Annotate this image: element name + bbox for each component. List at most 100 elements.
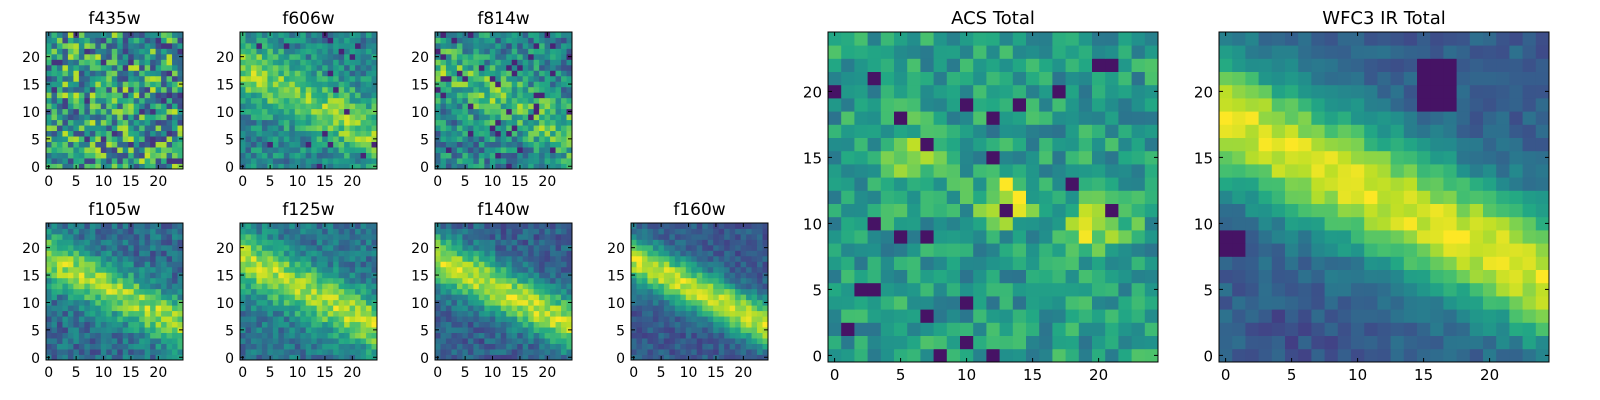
heatmap-cell xyxy=(561,163,567,170)
heatmap-cell xyxy=(46,266,52,273)
heatmap-cell xyxy=(462,239,469,246)
heatmap-cell xyxy=(355,299,361,306)
heatmap-cell xyxy=(528,119,535,126)
heatmap-cell xyxy=(117,136,124,142)
heatmap-cell xyxy=(473,266,480,273)
heatmap-cell xyxy=(150,152,156,159)
heatmap-cell xyxy=(658,349,665,355)
heatmap-cell xyxy=(283,130,290,137)
heatmap-cell xyxy=(128,321,135,328)
heatmap-cell xyxy=(544,349,551,355)
heatmap-cell xyxy=(691,272,698,279)
heatmap-cell xyxy=(473,59,480,66)
heatmap-cell xyxy=(117,283,124,290)
heatmap-cell xyxy=(550,349,556,355)
heatmap-cell xyxy=(757,327,763,333)
heatmap-cell xyxy=(647,261,654,268)
heatmap-cell xyxy=(177,228,184,235)
heatmap-cell xyxy=(907,203,921,218)
heatmap-cell xyxy=(305,152,312,159)
heatmap-cell xyxy=(894,230,908,244)
heatmap-cell xyxy=(166,310,173,317)
heatmap-cell xyxy=(111,294,118,301)
y-tick-label: 5 xyxy=(420,323,429,339)
y-tick-label: 20 xyxy=(607,241,625,257)
heatmap-cell xyxy=(117,147,124,153)
heatmap-cell xyxy=(240,277,246,284)
heatmap-cell xyxy=(841,296,855,310)
heatmap-cell xyxy=(658,294,665,301)
heatmap-cell xyxy=(166,48,173,55)
heatmap-cell xyxy=(78,239,85,246)
heatmap-cell xyxy=(267,233,274,240)
heatmap-cell xyxy=(555,354,562,361)
heatmap-cell xyxy=(511,125,518,132)
heatmap-cell xyxy=(62,119,69,126)
heatmap-cell xyxy=(1092,216,1106,231)
heatmap-cell xyxy=(762,233,769,240)
heatmap-cell xyxy=(1078,243,1093,257)
axes-frame xyxy=(239,222,378,361)
heatmap-cell xyxy=(506,349,513,355)
heatmap-cell xyxy=(349,244,356,251)
heatmap-cell xyxy=(117,332,124,339)
heatmap-cell xyxy=(451,283,458,290)
heatmap-cell xyxy=(117,354,124,361)
heatmap-cell xyxy=(669,239,676,246)
heatmap-cell xyxy=(133,32,140,38)
heatmap-cell xyxy=(333,349,340,355)
heatmap-cell xyxy=(338,32,345,38)
heatmap-cell xyxy=(566,152,573,159)
heatmap-cell xyxy=(555,125,562,132)
heatmap-cell xyxy=(250,223,257,229)
heatmap-cell xyxy=(517,244,524,251)
heatmap-cell xyxy=(366,37,372,44)
heatmap-cell xyxy=(669,250,676,257)
heatmap-cell xyxy=(360,310,367,317)
heatmap-cell xyxy=(669,288,676,295)
heatmap-cell xyxy=(267,70,274,77)
heatmap-cell xyxy=(172,42,178,49)
heatmap-cell xyxy=(89,354,96,361)
heatmap-cell xyxy=(467,343,474,350)
heatmap-cell xyxy=(467,349,474,355)
heatmap-cell xyxy=(555,223,562,229)
heatmap-cell xyxy=(647,244,654,251)
heatmap-cell xyxy=(51,338,58,344)
heatmap-cell xyxy=(539,261,545,268)
heatmap-cell xyxy=(757,223,763,229)
heatmap-cell xyxy=(155,233,162,240)
heatmap-cell xyxy=(172,152,178,159)
heatmap-cell xyxy=(511,163,518,170)
heatmap-cell xyxy=(713,255,720,262)
heatmap-cell xyxy=(528,261,535,268)
heatmap-cell xyxy=(261,75,268,82)
heatmap-cell xyxy=(250,283,257,290)
heatmap-cell xyxy=(144,228,151,235)
heatmap-cell xyxy=(631,277,637,284)
heatmap-cell xyxy=(267,255,274,262)
heatmap-cell xyxy=(550,255,556,262)
heatmap-cell xyxy=(561,294,567,301)
heatmap-cell xyxy=(528,223,535,229)
heatmap-cell xyxy=(566,250,573,257)
heatmap-cell xyxy=(67,64,74,71)
heatmap-cell xyxy=(294,136,301,142)
heatmap-cell xyxy=(177,349,184,355)
heatmap-cell xyxy=(106,147,113,153)
heatmap-cell xyxy=(139,343,146,350)
heatmap-cell xyxy=(880,243,895,257)
heatmap-cell xyxy=(294,228,301,235)
heatmap-cell xyxy=(561,136,567,142)
heatmap-cell xyxy=(78,70,85,77)
heatmap-cell xyxy=(294,130,301,137)
heatmap-cell xyxy=(62,321,69,328)
heatmap-cell xyxy=(144,147,151,153)
heatmap-cell xyxy=(489,108,496,115)
heatmap-cell xyxy=(757,299,763,306)
heatmap-cell xyxy=(51,119,58,126)
heatmap-cell xyxy=(51,327,58,333)
heatmap-cell xyxy=(511,158,518,164)
heatmap-cell xyxy=(62,228,69,235)
heatmap-cell xyxy=(150,233,156,240)
